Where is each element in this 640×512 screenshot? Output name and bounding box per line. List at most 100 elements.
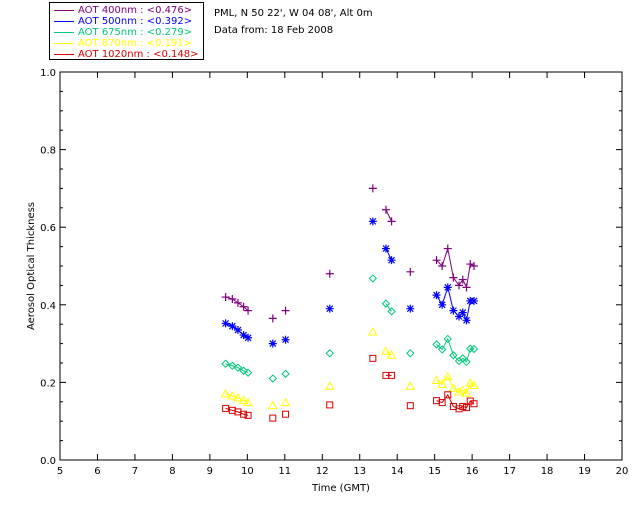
plus-marker <box>381 205 390 214</box>
x-axis-label: Time (GMT) <box>311 483 370 494</box>
x-tick-label: 19 <box>578 466 591 477</box>
y-tick-label: 0.4 <box>40 301 56 312</box>
axis-ticks: 5 6 7 8 9 10 11 12 13 14 15 16 17 18 19 20 0.0 0.2 0.4 0.6 0… <box>40 68 628 477</box>
triangle-marker <box>431 375 442 384</box>
square-marker <box>463 404 471 412</box>
y-axis-label: Aerosol Optical Thickness <box>26 202 37 330</box>
x-tick-label: 12 <box>316 466 329 477</box>
y-tick-label: 0.8 <box>40 146 56 157</box>
asterisk-marker <box>368 217 377 226</box>
series-aot-400nm <box>221 184 479 323</box>
asterisk-marker <box>281 335 290 344</box>
x-tick-label: 9 <box>207 466 213 477</box>
diamond-marker <box>233 363 243 372</box>
square-marker <box>406 402 414 410</box>
y-tick-label: 0.0 <box>40 456 56 467</box>
diamond-marker <box>281 369 290 379</box>
plus-marker <box>387 217 396 226</box>
diamond-marker <box>221 359 230 368</box>
series-aot-500nm <box>221 217 479 348</box>
x-tick-label: 7 <box>132 466 138 477</box>
asterisk-marker <box>449 306 458 315</box>
diamond-marker <box>239 366 248 375</box>
x-tick-label: 16 <box>466 466 479 477</box>
triangle-marker <box>243 397 253 407</box>
legend-swatch <box>54 31 74 33</box>
plus-marker <box>244 306 253 315</box>
asterisk-marker <box>268 339 277 348</box>
x-tick-label: 18 <box>541 466 554 477</box>
asterisk-marker <box>462 316 471 325</box>
diamond-marker <box>228 361 237 370</box>
triangle-marker <box>381 346 391 355</box>
series-aot-1020nm <box>222 354 478 422</box>
plus-marker <box>449 273 458 282</box>
triangle-marker <box>233 392 243 402</box>
legend-label: AOT 400nm : <0.476> <box>78 5 193 16</box>
triangle-marker <box>448 383 459 392</box>
square-marker <box>388 371 396 379</box>
legend-item-870nm: AOT 870nm : <0.191> <box>54 38 192 49</box>
asterisk-marker <box>443 283 452 292</box>
triangle-marker <box>367 326 378 336</box>
diamond-marker <box>325 349 334 358</box>
triangle-marker <box>227 390 238 400</box>
plus-marker <box>432 256 441 265</box>
legend-label: AOT 500nm : <0.392> <box>78 16 193 27</box>
square-marker <box>455 405 463 413</box>
square-marker <box>438 399 446 407</box>
x-tick-label: 13 <box>353 466 366 477</box>
x-tick-label: 15 <box>428 466 441 477</box>
square-marker <box>444 391 452 399</box>
site-info: PML, N 50 22', W 04 08', Alt 0m <box>214 8 373 19</box>
square-marker <box>269 414 277 422</box>
plus-marker <box>470 262 479 270</box>
plus-marker <box>466 260 475 269</box>
asterisk-marker <box>432 291 441 300</box>
diamond-marker <box>437 345 447 354</box>
date-info: Data from: 18 Feb 2008 <box>214 25 334 36</box>
data-marks <box>220 184 479 422</box>
diamond-marker <box>406 349 415 358</box>
diamond-marker <box>432 340 441 349</box>
legend-swatch <box>54 53 74 55</box>
diamond-marker <box>243 368 253 377</box>
x-tick-label: 6 <box>94 466 100 477</box>
series-aot-675nm <box>221 274 479 383</box>
triangle-marker <box>405 381 416 390</box>
triangle-marker <box>457 385 468 394</box>
x-tick-label: 11 <box>278 466 291 477</box>
diamond-marker <box>462 357 471 367</box>
y-tick-label: 1.0 <box>40 68 56 79</box>
plus-marker <box>239 302 248 311</box>
square-marker <box>240 410 248 418</box>
legend-item-675nm: AOT 675nm : <0.279> <box>54 27 192 38</box>
triangle-marker <box>280 397 291 407</box>
asterisk-marker <box>458 308 467 317</box>
legend-item-400nm: AOT 400nm : <0.476> <box>54 5 192 16</box>
square-marker <box>222 404 230 412</box>
plus-marker <box>455 281 464 290</box>
plus-marker <box>228 294 237 303</box>
asterisk-marker <box>233 326 242 335</box>
triangle-marker <box>465 378 476 387</box>
series-aot-870nm <box>220 326 479 410</box>
diamond-marker <box>368 274 378 283</box>
legend-label: AOT 870nm : <0.191> <box>78 38 193 49</box>
x-tick-label: 17 <box>503 466 516 477</box>
diamond-marker <box>387 307 396 316</box>
legend-label: AOT 675nm : <0.279> <box>78 27 193 38</box>
y-tick-label: 0.6 <box>40 223 56 234</box>
plot-area <box>59 71 623 461</box>
diamond-marker <box>469 344 479 354</box>
asterisk-marker <box>406 304 415 313</box>
asterisk-marker <box>381 244 390 253</box>
asterisk-marker <box>239 331 248 340</box>
plus-marker <box>368 184 377 193</box>
legend: AOT 400nm : <0.476> AOT 500nm : <0.392> … <box>49 2 204 60</box>
square-marker <box>326 401 334 409</box>
x-tick-label: 14 <box>391 466 404 477</box>
triangle-marker <box>461 388 472 397</box>
plus-marker <box>325 269 334 278</box>
